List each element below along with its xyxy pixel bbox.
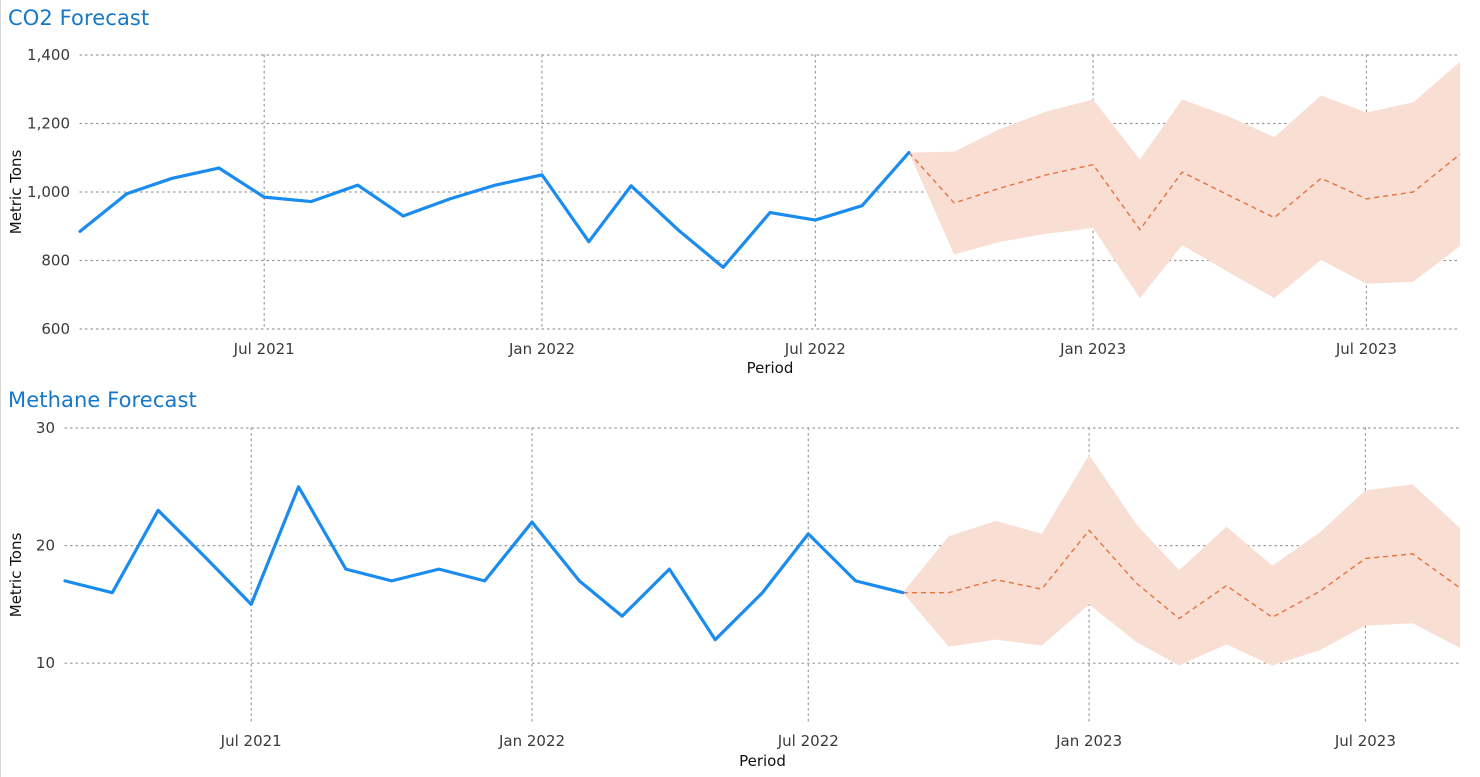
y-tick-label: 600	[41, 320, 70, 338]
y-tick-label: 10	[36, 654, 55, 672]
x-axis-title: Period	[747, 359, 794, 377]
x-tick-label: Jul 2021	[220, 732, 282, 750]
left-border	[0, 0, 1, 777]
y-axis-title: Metric Tons	[7, 150, 25, 235]
chart-title: Methane Forecast	[8, 388, 197, 412]
y-axis-title: Metric Tons	[7, 533, 25, 618]
y-tick-label: 1,000	[27, 183, 70, 201]
x-tick-label: Jul 2022	[777, 732, 839, 750]
chart-title: CO2 Forecast	[8, 6, 150, 30]
x-tick-label: Jul 2023	[1334, 732, 1396, 750]
x-tick-label: Jul 2022	[784, 340, 846, 358]
actual-line	[78, 151, 911, 269]
forecast-confidence-band	[902, 455, 1460, 666]
x-tick-label: Jul 2021	[233, 340, 295, 358]
forecast-line	[908, 152, 1461, 231]
x-tick-label: Jan 2022	[498, 732, 565, 750]
co2-forecast-chart: CO2 Forecast 600 800 1,000 1,200 1,400 Jul 20…	[0, 0, 1480, 385]
y-tick-label: 1,200	[27, 115, 70, 133]
x-tick-label: Jan 2023	[1055, 732, 1122, 750]
actual-line	[63, 485, 905, 642]
methane-forecast-chart: Methane Forecast 10 20 30 Jul 2021 Jan 2022 J…	[0, 382, 1480, 777]
forecast-confidence-band	[908, 61, 1460, 299]
x-axis-title: Period	[739, 752, 786, 770]
y-tick-label: 800	[41, 252, 70, 270]
methane-chart-plot: 10 20 30 Jul 2021 Jan 2022 Jul 2022 Jan 2023 Ju…	[7, 419, 1461, 770]
forecast-line	[902, 529, 1461, 620]
x-tick-label: Jan 2023	[1059, 340, 1126, 358]
y-tick-label: 20	[36, 537, 55, 555]
co2-chart-plot: 600 800 1,000 1,200 1,400 Jul 2021 Jan 2022 Jul…	[7, 46, 1461, 377]
y-tick-label: 30	[36, 419, 55, 437]
x-tick-label: Jan 2022	[508, 340, 575, 358]
x-tick-label: Jul 2023	[1335, 340, 1397, 358]
y-tick-label: 1,400	[27, 46, 70, 64]
